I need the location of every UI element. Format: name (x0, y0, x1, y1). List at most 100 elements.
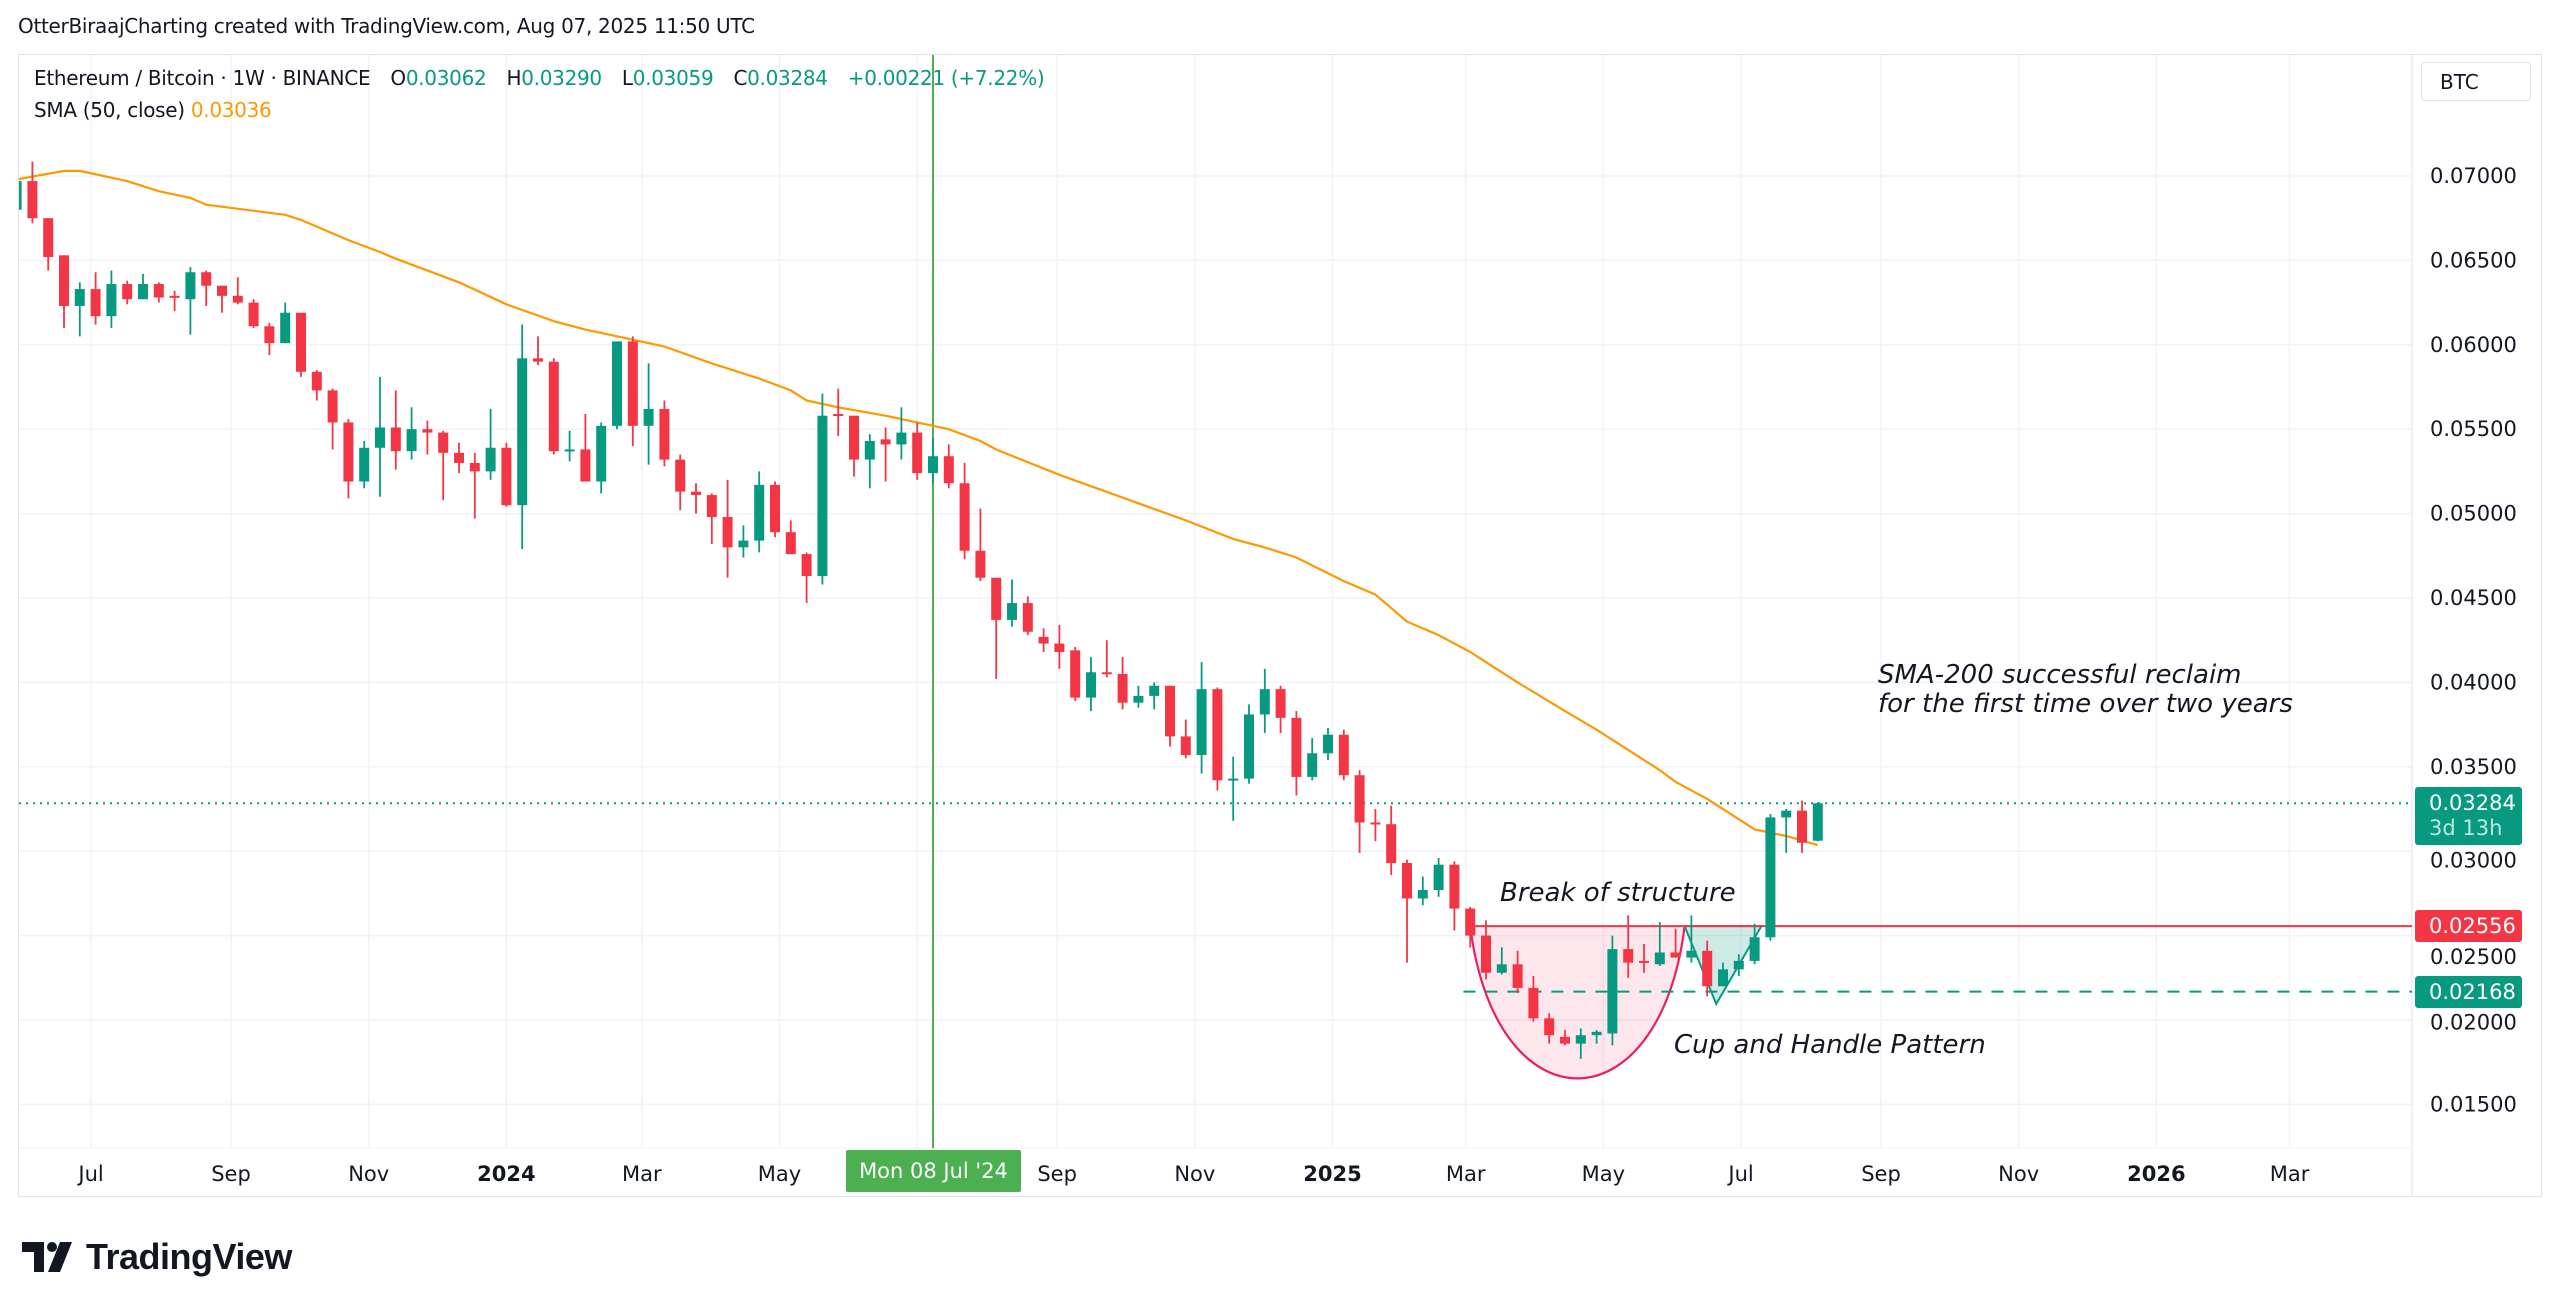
time-tick-label: 2025 (1303, 1162, 1361, 1186)
candle (675, 454, 686, 511)
price-tick-label: 0.04000 (2430, 670, 2517, 694)
candle-body (59, 255, 69, 306)
candle-body (1623, 949, 1634, 963)
candle-body (533, 358, 543, 362)
candle (485, 408, 496, 480)
candle (1512, 950, 1523, 993)
symbol-title[interactable]: Ethereum / Bitcoin · 1W · BINANCE (34, 66, 371, 90)
candle (422, 420, 433, 455)
candle (1149, 682, 1160, 710)
price-tick-label: 0.05500 (2430, 417, 2517, 441)
tradingview-logo-text: TradingView (86, 1236, 292, 1277)
candle-body (659, 408, 670, 460)
candle (1244, 704, 1254, 784)
candle (90, 272, 101, 325)
time-tick-label: Nov (348, 1162, 389, 1186)
candle (1307, 738, 1318, 781)
candle (106, 270, 117, 328)
candle-body (691, 491, 701, 496)
candle (169, 290, 180, 312)
candle-body (1465, 908, 1476, 936)
candle-body (1496, 964, 1507, 973)
currency-button[interactable]: BTC (2421, 62, 2531, 101)
cup-curve[interactable] (1469, 926, 1686, 1080)
candle (1623, 915, 1634, 978)
candle-body (311, 371, 322, 391)
candle (1749, 923, 1760, 965)
candle (738, 525, 749, 558)
candle-body (517, 358, 528, 506)
candle-body (74, 289, 85, 306)
candle (232, 277, 243, 305)
candle (975, 508, 986, 582)
candle-body (770, 484, 780, 533)
candle-body (485, 447, 496, 472)
candle-body (1022, 603, 1033, 632)
candle (1481, 920, 1491, 980)
sma-label: SMA (50, close) (34, 98, 185, 122)
candle-body (1512, 964, 1523, 988)
horizontal-lines[interactable] (19, 802, 2412, 993)
candle-body (1591, 1031, 1602, 1036)
candle-body (548, 361, 559, 452)
break-of-structure-text[interactable]: Break of structure (1500, 878, 1736, 908)
price-tick-label: 0.03500 (2430, 755, 2517, 779)
candle (1702, 940, 1713, 997)
time-tick-label: May (1582, 1162, 1625, 1186)
candle-body (833, 414, 844, 417)
candle (1275, 685, 1286, 734)
candle (343, 419, 354, 499)
time-tick-label: Sep (1861, 1162, 1901, 1186)
candle-body (1259, 689, 1270, 715)
price-axis[interactable]: 0.07000 0.06500 0.06000 0.05500 0.05000 0.045… (2430, 164, 2517, 1116)
tradingview-logo[interactable]: TradingView (22, 1236, 292, 1278)
candle-body (1812, 803, 1823, 841)
candle (1070, 646, 1081, 701)
candle-body (1781, 810, 1792, 818)
candle-body (27, 181, 38, 219)
candle (1228, 756, 1239, 821)
candle (864, 434, 875, 489)
candle-body (469, 462, 480, 472)
candle-body (943, 456, 954, 484)
candle (1781, 809, 1792, 853)
candle-body (1733, 960, 1744, 970)
sma-reclaim-text-line2[interactable]: for the first time over two years (1878, 689, 2293, 719)
candle-body (1370, 822, 1381, 825)
candle-body (438, 432, 449, 453)
candle (201, 270, 212, 306)
change-percent: (+7.22%) (950, 66, 1045, 90)
sma-reclaim-text-line1[interactable]: SMA-200 successful reclaim (1878, 660, 2242, 690)
candle-body (785, 532, 796, 555)
time-tick-label: 2024 (477, 1162, 535, 1186)
candle-body (580, 449, 591, 482)
cup-handle-text[interactable]: Cup and Handle Pattern (1674, 1030, 1986, 1060)
candle (311, 370, 322, 401)
time-tick-label: May (758, 1162, 801, 1186)
tradingview-logo-icon (22, 1242, 72, 1272)
candle (19, 181, 22, 210)
sma-value: 0.03036 (190, 98, 272, 122)
candle (1338, 729, 1349, 781)
candle-body (390, 427, 401, 452)
candle-body (90, 289, 101, 317)
candle-body (706, 495, 717, 517)
candle-body (217, 285, 227, 296)
candle (454, 442, 464, 474)
candle-body (19, 181, 22, 210)
candle (1575, 1028, 1586, 1059)
time-tick-label: Sep (1037, 1162, 1077, 1186)
candle (217, 285, 227, 313)
candle (185, 267, 196, 335)
low-value: 0.03059 (632, 66, 714, 90)
time-tick-label: Mar (622, 1162, 662, 1186)
legend-sma[interactable]: SMA (50, close) 0.03036 (34, 98, 272, 122)
candle-body (991, 577, 1002, 620)
candle-body (912, 432, 923, 474)
price-tick-label: 0.02000 (2430, 1011, 2517, 1035)
candle-body (501, 447, 512, 506)
time-axis[interactable]: Jul Sep Nov 2024 Mar May Sep Nov 2025 Mar May Jul Se… (76, 1162, 2309, 1186)
open-value: 0.03062 (405, 66, 487, 90)
candle-body (1307, 753, 1318, 777)
